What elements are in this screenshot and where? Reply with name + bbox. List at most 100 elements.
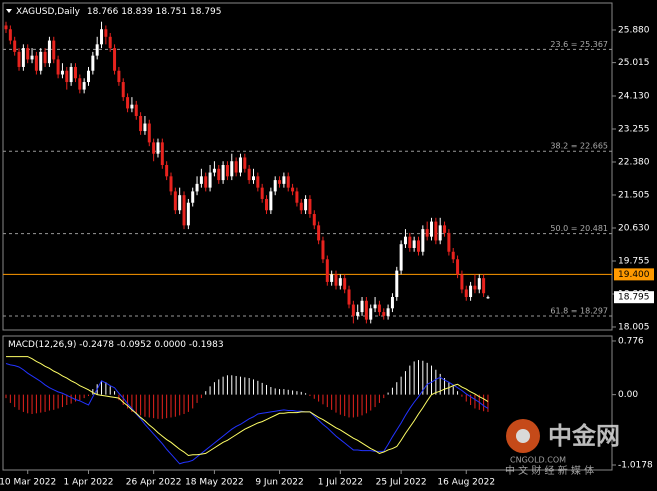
candle-body <box>30 55 34 60</box>
candle-body <box>451 251 455 260</box>
y-tick-label: -1.0178 <box>618 461 653 471</box>
candle-body <box>39 51 43 71</box>
candle-body <box>364 300 368 320</box>
candle-body <box>312 214 316 226</box>
candle-body <box>403 236 407 245</box>
candle-body <box>91 55 95 71</box>
candle-body <box>460 274 464 290</box>
candle-body <box>390 297 394 309</box>
candle-body <box>147 123 151 143</box>
candle-body <box>247 168 251 181</box>
price-line-tag <box>614 268 654 281</box>
candle-body <box>152 142 156 154</box>
candle-body <box>178 195 182 211</box>
candle-body <box>86 70 90 83</box>
candle-body <box>382 312 386 316</box>
candle-body <box>434 221 438 241</box>
y-tick-label: 23.255 <box>618 124 650 134</box>
y-tick-label: 25.015 <box>618 58 650 68</box>
candle-body <box>95 44 99 56</box>
candle-body <box>8 29 12 41</box>
candle-body <box>412 240 416 248</box>
candle-body <box>251 176 255 181</box>
candle-body <box>47 40 51 64</box>
macd-value: 0.0000 <box>154 340 186 350</box>
candle-body <box>386 308 390 316</box>
candle-body <box>343 278 347 290</box>
candle-body <box>34 55 38 71</box>
candle-body <box>286 176 290 188</box>
candle-body <box>21 48 25 67</box>
y-tick-label: 18.005 <box>618 322 650 332</box>
candle-body <box>399 244 403 271</box>
candle-body <box>186 202 190 226</box>
candle-body <box>134 104 138 116</box>
candle-body <box>56 59 60 75</box>
candle-body <box>43 51 47 64</box>
candle-body <box>121 82 125 98</box>
candle-body <box>360 300 364 313</box>
candle-body <box>191 191 195 203</box>
candle-body <box>108 36 112 49</box>
candle-body <box>113 48 117 71</box>
y-tick-label: 24.130 <box>618 91 650 101</box>
candle-body <box>238 157 242 173</box>
candle-body <box>347 289 351 305</box>
candle-body <box>256 176 260 188</box>
low-value: 18.751 <box>156 7 188 17</box>
candle-body <box>295 191 299 203</box>
candle-body <box>377 304 381 313</box>
x-tick-label: 1 Apr 2022 <box>64 478 114 488</box>
macd-value: -0.1983 <box>189 340 224 350</box>
x-tick-label: 18 May 2022 <box>185 478 244 488</box>
candle-body <box>456 259 460 275</box>
macd-value: -0.2478 <box>79 340 114 350</box>
candle-body <box>308 198 312 215</box>
candle-body <box>82 82 86 90</box>
candle-body <box>26 48 30 60</box>
fib-label: 23.6 = 25.367 <box>550 40 608 49</box>
candle-body <box>273 180 277 192</box>
candle-body <box>282 176 286 184</box>
candle-body <box>69 66 73 83</box>
x-tick-label: 1 Jul 2022 <box>318 478 363 488</box>
candle-body <box>430 221 434 237</box>
y-tick-label: 19.755 <box>618 256 650 266</box>
candle-body <box>278 180 282 184</box>
candle-body <box>182 195 186 226</box>
candle-body <box>425 229 429 237</box>
candle-body <box>464 289 468 298</box>
candle-body <box>443 225 447 233</box>
y-tick-label: 20.630 <box>618 223 650 233</box>
macd-title: MACD(12,26,9) <box>8 340 76 350</box>
candle-body <box>477 278 481 290</box>
close-value: 18.795 <box>190 7 222 17</box>
y-tick-label: 22.380 <box>618 157 650 167</box>
candle-body <box>260 187 264 199</box>
candle-body <box>234 161 238 173</box>
candle-body <box>408 236 412 248</box>
macd-header: MACD(12,26,9) -0.2478 -0.0952 0.0000 -0.… <box>8 340 224 350</box>
macd-value: -0.0952 <box>117 340 152 350</box>
candle-body <box>304 198 308 211</box>
watermark: 中金网 CNGOLD.COM 中 文 财 经 新 媒 体 <box>505 419 620 477</box>
candle-body <box>421 229 425 252</box>
candle-body <box>299 202 303 211</box>
candle-body <box>212 168 216 173</box>
price-header: XAGUSD,Daily 18.766 18.839 18.751 18.795 <box>16 7 222 17</box>
candle-body <box>204 176 208 188</box>
price-line-label: 19.400 <box>618 270 650 280</box>
candle-body <box>321 240 325 260</box>
candle-body <box>473 285 477 290</box>
candle-body <box>269 191 273 211</box>
watermark-slogan: 中 文 财 经 新 媒 体 <box>505 464 594 477</box>
candle-body <box>169 176 173 192</box>
candle-body <box>265 198 269 211</box>
candle-body <box>395 270 399 298</box>
candle-body <box>334 274 338 286</box>
candle-body <box>100 29 104 45</box>
candle-body <box>104 29 108 37</box>
candle-body <box>351 304 355 316</box>
candle-body <box>160 142 164 166</box>
